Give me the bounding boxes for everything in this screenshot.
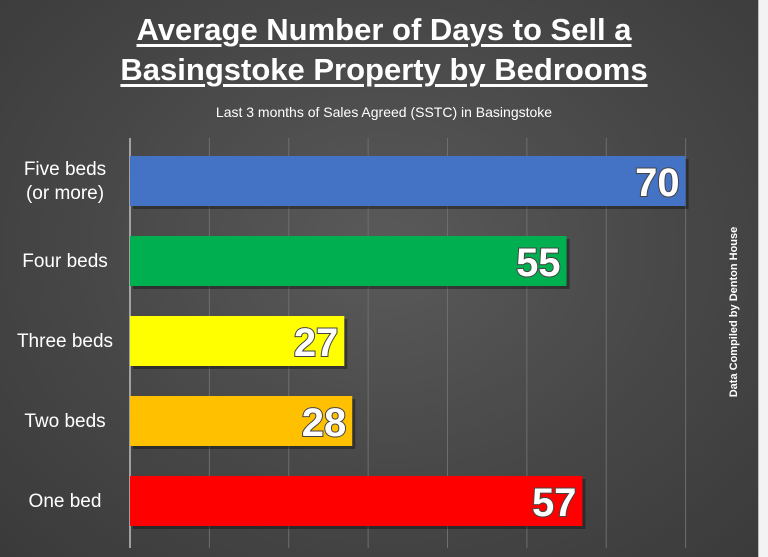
category-label: (or more) <box>26 183 104 204</box>
chart-subtitle: Last 3 months of Sales Agreed (SSTC) in … <box>215 104 553 120</box>
chart-title-line-1: Average Number of Days to Sell a <box>136 12 632 47</box>
category-label: Three beds <box>17 331 113 352</box>
category-label: One bed <box>29 491 102 512</box>
bar <box>130 316 345 366</box>
data-label: 70 <box>635 161 680 205</box>
category-label: Two beds <box>24 411 105 432</box>
category-label: Five beds <box>24 159 106 180</box>
chart-title: Average Number of Days to Sell a Basings… <box>0 10 768 90</box>
data-label: 55 <box>516 241 561 285</box>
data-label: 57 <box>532 481 577 525</box>
data-label: 27 <box>294 321 339 365</box>
bar <box>130 396 353 446</box>
right-edge-panel <box>758 0 768 557</box>
data-credit-text: Data Compiled by Denton House <box>728 226 740 398</box>
data-credit: Data Compiled by Denton House <box>726 222 742 402</box>
chart-title-line-2: Basingstoke Property by Bedrooms <box>120 52 648 87</box>
bar <box>130 476 583 526</box>
data-label: 28 <box>302 401 347 445</box>
bar <box>130 156 686 206</box>
category-label: Four beds <box>22 251 108 272</box>
bar <box>130 236 567 286</box>
